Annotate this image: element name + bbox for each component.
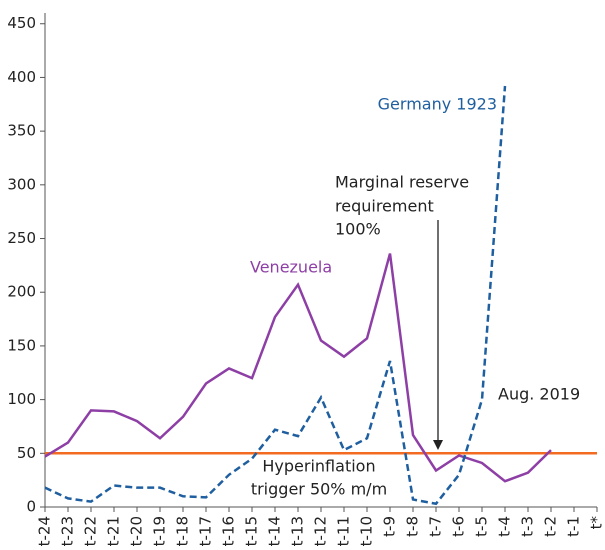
x-tick-label: t-7 [427, 516, 445, 537]
series-label: Germany 1923 [378, 95, 497, 114]
x-tick-label: t-17 [197, 516, 215, 546]
x-tick-label: t-23 [59, 516, 77, 546]
annotation: requirement [335, 197, 434, 216]
arrow-head [433, 440, 443, 450]
x-tick-label: t-20 [128, 516, 146, 546]
series-line [44, 253, 552, 483]
y-tick-label: 150 [7, 336, 36, 354]
x-tick-label: t-10 [358, 516, 376, 546]
x-tick-label: t-1 [565, 516, 583, 537]
annotation: Marginal reserve [335, 173, 469, 192]
y-tick-label: 350 [7, 122, 36, 140]
x-tick-label: t-6 [450, 516, 468, 537]
x-tick-label: t-19 [151, 516, 169, 546]
y-tick-label: 250 [7, 229, 36, 247]
x-tick-label: t-13 [289, 516, 307, 546]
y-tick-label: 300 [7, 175, 36, 193]
x-tick-label: t-24 [36, 516, 54, 546]
x-tick-label: t-21 [105, 516, 123, 546]
x-tick-label: t-14 [266, 516, 284, 546]
x-tick-label: t-8 [404, 516, 422, 537]
x-tick-label: t-15 [243, 516, 261, 546]
y-tick-label: 400 [7, 68, 36, 86]
x-tick-label: t-3 [519, 516, 537, 537]
series-label: Venezuela [250, 258, 332, 277]
x-tick-label: t-2 [542, 516, 560, 537]
threshold-label: Hyperinflation [262, 457, 375, 476]
x-tick-label: t-22 [82, 516, 100, 546]
x-tick-label: t-9 [381, 516, 399, 537]
series-line [44, 85, 507, 506]
x-tick-label: t-16 [220, 516, 238, 546]
x-tick-label: t-5 [473, 516, 491, 537]
y-tick-label: 100 [7, 390, 36, 408]
x-tick-label: t-12 [312, 516, 330, 546]
annotation: 100% [335, 220, 381, 239]
y-tick-label: 50 [17, 444, 36, 462]
y-tick-label: 0 [26, 498, 36, 516]
annotation: Aug. 2019 [498, 385, 580, 404]
x-tick-label: t-4 [496, 516, 514, 537]
x-tick-label: t* [588, 516, 605, 530]
x-tick-label: t-18 [174, 516, 192, 546]
y-tick-label: 450 [7, 14, 36, 32]
x-tick-label: t-11 [335, 516, 353, 546]
y-tick-label: 200 [7, 283, 36, 301]
threshold-label: trigger 50% m/m [251, 480, 387, 499]
